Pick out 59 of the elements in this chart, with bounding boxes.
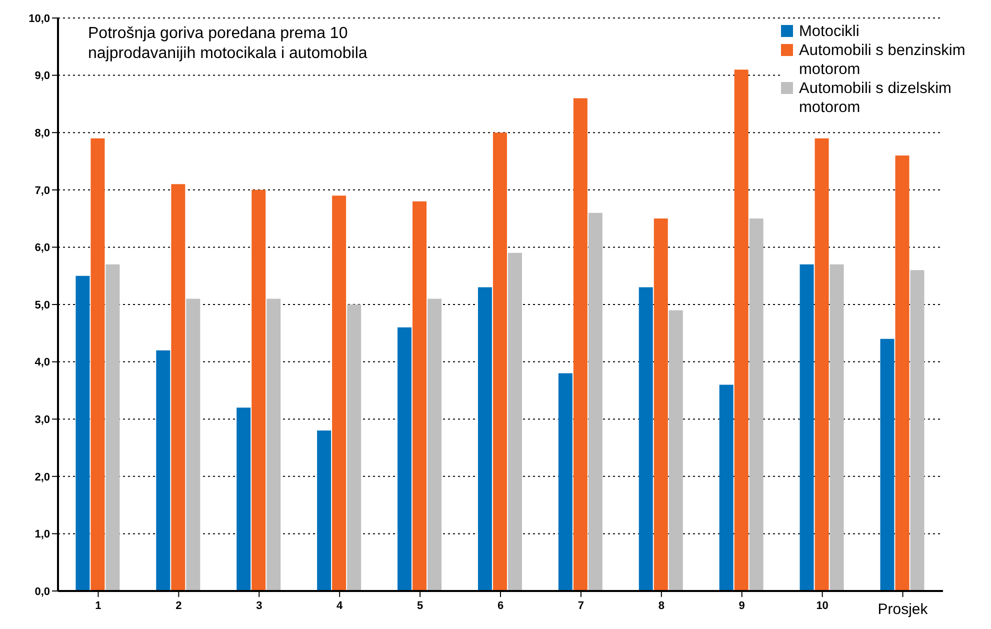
x-tick-label: 6 xyxy=(497,600,504,612)
bar xyxy=(347,304,362,591)
bar xyxy=(492,132,507,591)
legend-label: Automobili s benzinskim motorom xyxy=(799,41,966,79)
y-tick-label: 4,0 xyxy=(34,356,50,369)
x-tick-label: 7 xyxy=(578,600,584,612)
bar xyxy=(478,287,492,591)
bar xyxy=(734,70,748,591)
legend-label: Automobili s dizelskim motorom xyxy=(799,79,952,117)
bar xyxy=(654,218,668,591)
bar xyxy=(252,190,266,591)
bar xyxy=(236,408,251,591)
bar xyxy=(638,287,653,591)
x-tick-label: 4 xyxy=(336,600,344,612)
bar xyxy=(573,98,588,591)
bar xyxy=(910,270,924,591)
y-tick-label: 6,0 xyxy=(34,242,50,254)
x-tick-label: Prosjek xyxy=(878,601,928,618)
x-tick-label: 8 xyxy=(658,600,664,612)
y-tick-label: 9,0 xyxy=(34,70,50,82)
bar xyxy=(106,264,120,591)
y-tick-label: 8,0 xyxy=(34,128,50,140)
y-tick-label: 1,0 xyxy=(34,528,50,541)
y-tick-label: 7,0 xyxy=(34,184,50,197)
text: Potrošnja goriva poredana prema 10 najprodavanijih motocikala i automobila xyxy=(88,24,368,64)
bar xyxy=(895,156,910,591)
bar xyxy=(332,196,346,591)
x-tick-label: 9 xyxy=(738,600,745,612)
bar xyxy=(412,201,427,591)
bar xyxy=(719,384,734,591)
y-tick-label: 2,0 xyxy=(34,471,50,484)
x-tick-label: 2 xyxy=(176,600,182,612)
y-tick-label: 10,0 xyxy=(28,12,50,25)
bar xyxy=(171,184,186,591)
bar xyxy=(398,327,412,591)
x-tick-label: 1 xyxy=(95,600,102,612)
x-tick-label: 3 xyxy=(256,600,262,612)
bar xyxy=(830,264,844,591)
bar xyxy=(266,298,281,591)
bar xyxy=(508,252,522,591)
bar xyxy=(749,218,764,591)
legend-label: Motocikli xyxy=(799,22,860,41)
bar xyxy=(668,310,683,591)
x-tick-label: 10 xyxy=(816,600,828,612)
bar xyxy=(428,298,442,591)
bar xyxy=(156,350,170,591)
y-tick-label: 3,0 xyxy=(34,414,50,426)
bar xyxy=(800,264,814,591)
bar xyxy=(588,212,602,591)
bar xyxy=(186,298,200,591)
y-tick-label: 5,0 xyxy=(34,299,50,312)
bar xyxy=(76,276,90,591)
bar xyxy=(558,373,572,591)
y-tick-label: 0,0 xyxy=(34,586,50,598)
bar xyxy=(317,430,332,591)
x-tick-label: 5 xyxy=(416,600,424,612)
bar xyxy=(90,138,105,591)
bar xyxy=(880,338,894,591)
bar xyxy=(814,138,829,591)
